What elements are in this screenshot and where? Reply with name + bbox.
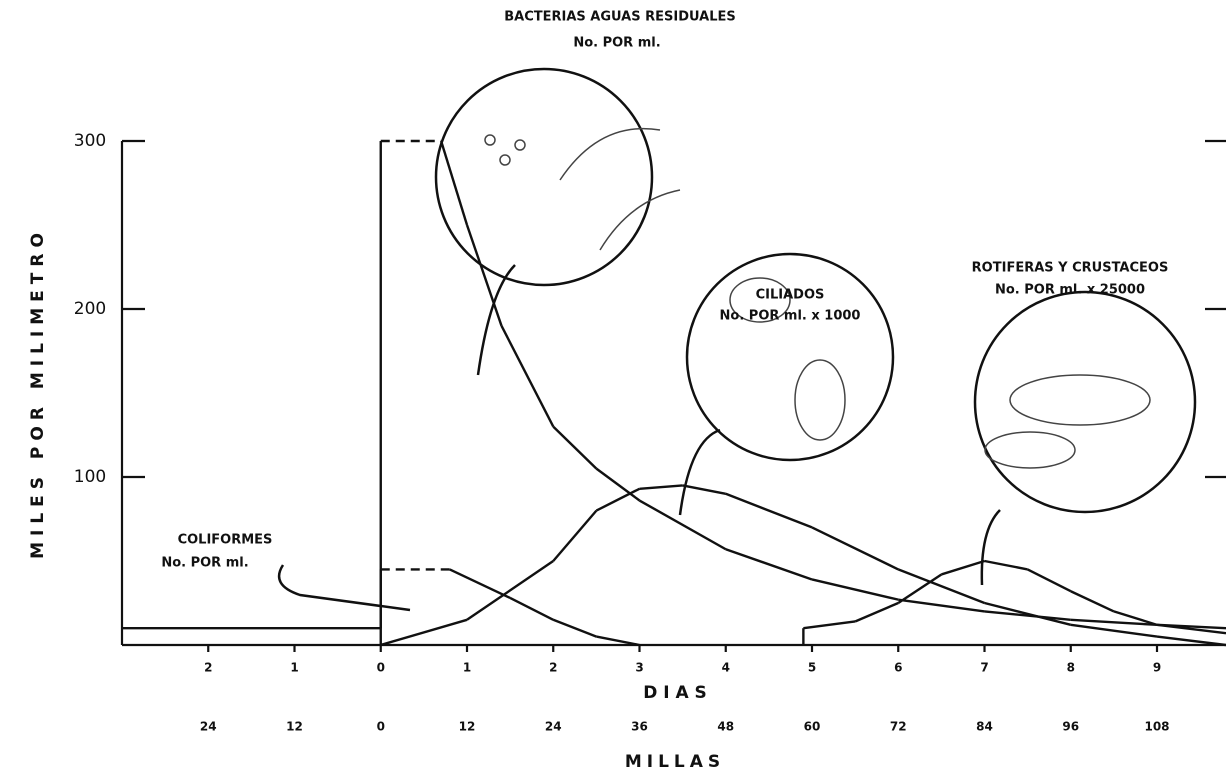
series-line [380,618,468,647]
x-tick-label: 2 [204,661,212,675]
series-line [984,559,1028,571]
series-unit: No. POR ml. x 25000 [995,283,1145,298]
y-axis-title: MILES POR MILIMETRO [28,227,48,559]
series-unit: No. POR ml. [161,556,248,571]
x2-tick-label: 60 [804,720,821,734]
series-line [1156,623,1226,635]
y-tick-label: 300 [74,131,106,151]
pointer [678,428,721,516]
series-line [439,140,469,226]
series-line [854,601,899,623]
x-tick-label: 7 [980,661,988,675]
series-name: BACTERIAS AGUAS RESIDUALES [504,10,736,25]
x2-tick-label: 36 [631,720,648,734]
x-tick-label: 5 [808,661,816,675]
series-unit: No. POR ml. x 1000 [720,309,861,324]
rotifer-illustration [973,290,1197,514]
x2-tick-label: 12 [459,720,476,734]
x2-tick-label: 24 [200,720,217,734]
series-line [682,484,726,495]
series-line [1113,610,1158,626]
x2-tick-label: 12 [286,720,303,734]
series-line [466,560,554,621]
series-line [725,548,813,581]
y-tick-label: 100 [74,467,106,487]
series-line [984,610,1071,621]
x2-tick-label: 96 [1062,720,1079,734]
series-line [984,601,1072,627]
series-line [1070,590,1115,613]
x2-tick-label: 24 [545,720,562,734]
pointer [476,264,516,376]
ciliate-illustration [685,252,895,462]
series-line [465,224,503,327]
series-line [639,484,683,490]
series-line [811,526,899,571]
pointer [980,509,1001,586]
series-line [1027,568,1072,593]
x-tick-label: 1 [463,661,471,675]
x-tick-label: 0 [377,661,385,675]
x2-axis-title: MILLAS [625,752,725,772]
x2-tick-label: 108 [1144,720,1169,734]
series-line [596,635,640,647]
pointer [277,564,411,612]
series-line [595,487,641,512]
series-line [595,467,641,502]
series-line [898,598,985,613]
x-tick-label: 6 [894,661,902,675]
x-tick-label: 4 [722,661,730,675]
x-tick-label: 2 [549,661,557,675]
series-line [1156,635,1226,647]
illustration-details [484,127,1151,469]
x2-tick-label: 48 [717,720,734,734]
x-tick-label: 8 [1067,661,1075,675]
series-line [552,509,598,562]
series-line [500,325,555,428]
bacteria-illustration [434,67,654,287]
series-line [552,425,598,470]
x-tick-label: 1 [290,661,298,675]
x-axis-title: D I A S [643,683,707,703]
series-name: ROTIFERAS Y CRUSTACEOS [972,261,1169,276]
series-line [811,578,899,601]
series-line [897,573,943,605]
series-line [638,499,727,551]
x2-tick-label: 0 [377,720,385,734]
y-tick-label: 200 [74,299,106,319]
x-tick-label: 9 [1153,661,1161,675]
series-line [897,568,985,605]
series-name: COLIFORMES [178,533,273,548]
series-name: CILIADOS [756,288,825,303]
x2-tick-label: 84 [976,720,993,734]
series-line [725,492,813,529]
x-tick-label: 3 [635,661,643,675]
series-line [1070,623,1158,638]
series-line [1070,618,1158,627]
series-line [509,596,554,621]
illustrations [277,67,1197,612]
series-line [449,568,511,600]
series-line [941,559,985,576]
series-unit: No. POR ml. [573,36,660,51]
x2-tick-label: 72 [890,720,907,734]
series-line [803,620,856,630]
series-line [552,618,597,638]
